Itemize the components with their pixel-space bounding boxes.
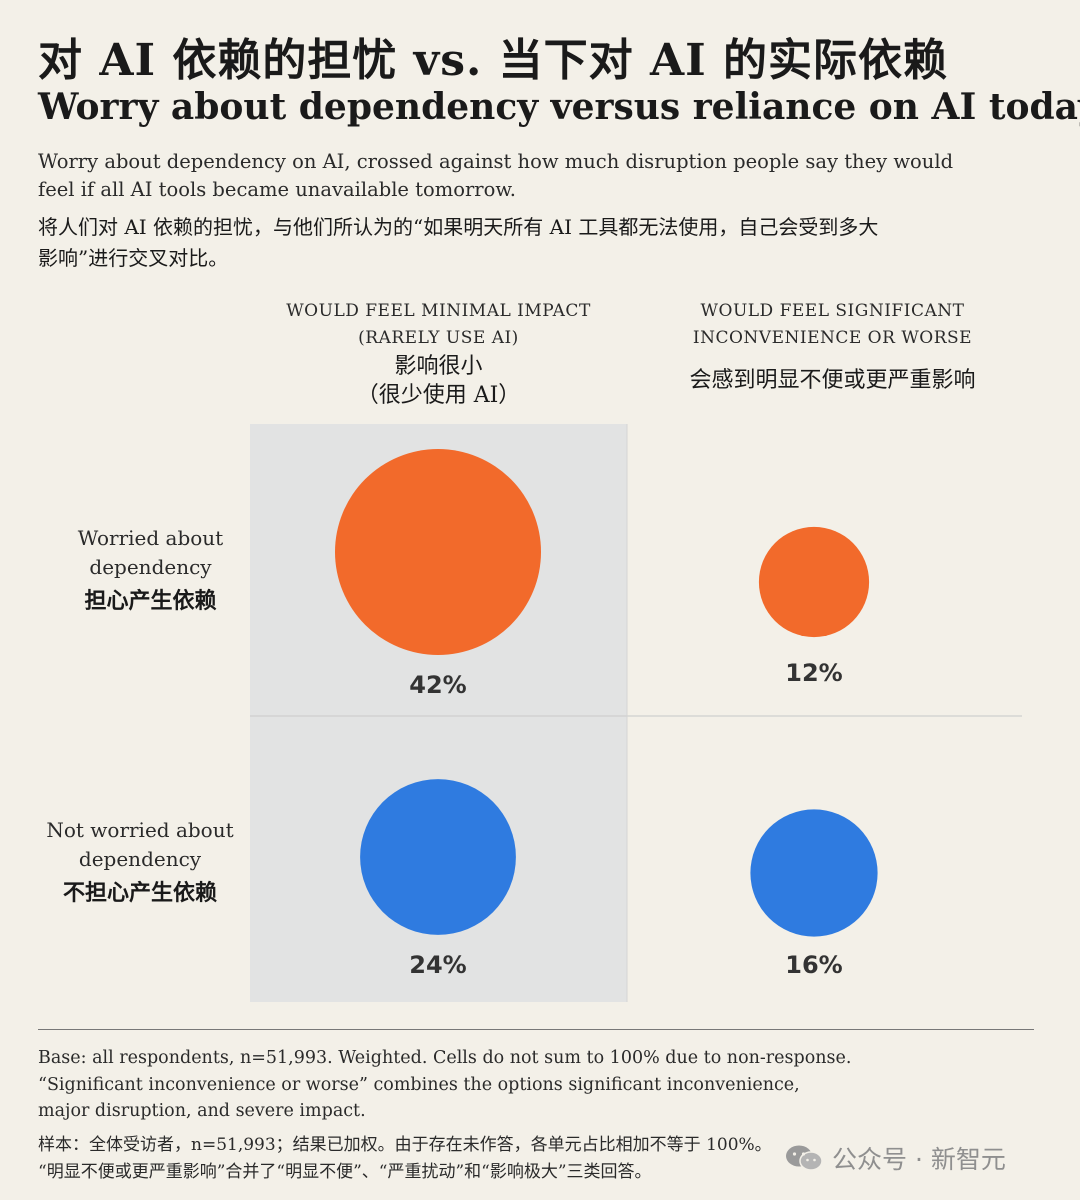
- column-header-en-line1: WOULD FEEL SIGNIFICANT: [700, 301, 965, 321]
- column-header-zh-line1: 会感到明显不便或更严重影响: [689, 368, 976, 393]
- footnote-english: Base: all respondents, n=51,993. Weighte…: [38, 1045, 1018, 1125]
- bubble-worried-significant: [758, 526, 870, 638]
- column-header-significant-impact: WOULD FEEL SIGNIFICANT INCONVENIENCE OR …: [640, 298, 1025, 395]
- row-label-en-line2: dependency: [89, 555, 212, 579]
- wechat-icon: [786, 1145, 823, 1171]
- watermark: 公众号 · 新智元: [784, 1140, 1006, 1176]
- bubble-value-label: 12%: [785, 659, 842, 687]
- footnote-en-line1: Base: all respondents, n=51,993. Weighte…: [38, 1048, 852, 1068]
- column-header-zh-line1: 影响很小: [394, 354, 483, 379]
- row-label-not-worried: Not worried about dependency 不担心产生依赖: [40, 816, 240, 908]
- watermark-text: 公众号 · 新智元: [832, 1145, 1006, 1174]
- subtitle-chinese: 将人们对 AI 依赖的担忧，与他们所认为的“如果明天所有 AI 工具都无法使用，…: [38, 215, 879, 270]
- footnote-chinese: 样本：全体受访者，n=51,993；结果已加权。由于存在未作答，各单元占比相加不…: [38, 1132, 1018, 1185]
- row-label-en-line1: Worried about: [77, 526, 224, 550]
- column-header-en-line2: (RARELY USE AI): [358, 328, 519, 348]
- column-header-en-line2: INCONVENIENCE OR WORSE: [692, 328, 973, 348]
- bubble-worried-minimal: [335, 449, 541, 655]
- row-label-zh: 担心产生依赖: [84, 588, 217, 614]
- footnote-zh-line2: “明显不便或更严重影响”合并了“明显不便”、“严重扰动”和“影响极大”三类回答。: [38, 1161, 652, 1182]
- bubble-value-label: 24%: [409, 951, 466, 979]
- footnote-en-line2: “Significant inconvenience or worse” com…: [38, 1074, 800, 1095]
- title-chinese: 对 AI 依赖的担忧 vs. 当下对 AI 的实际依赖: [38, 35, 949, 86]
- bubble-value-label: 42%: [409, 671, 466, 699]
- row-label-worried: Worried about dependency 担心产生依赖: [48, 524, 253, 616]
- subtitle-english: Worry about dependency on AI, crossed ag…: [38, 150, 954, 201]
- footnote-divider: [38, 1029, 1034, 1030]
- bubble-not-worried-minimal: [360, 779, 516, 935]
- column-header-minimal-impact: WOULD FEEL MINIMAL IMPACT (RARELY USE AI…: [250, 298, 627, 410]
- bubble-not-worried-significant: [750, 809, 878, 937]
- row-label-en-line2: dependency: [78, 847, 202, 871]
- bubble-matrix-chart: 42% 12% 24% 16%: [250, 424, 1022, 1002]
- footnote-zh-line1: 样本：全体受访者，n=51,993；结果已加权。由于存在未作答，各单元占比相加不…: [38, 1135, 772, 1155]
- footnote-en-line3: major disruption, and severe impact.: [38, 1101, 366, 1121]
- title-english: Worry about dependency versus reliance o…: [38, 86, 1080, 128]
- row-label-en-line1: Not worried about: [46, 818, 234, 842]
- bubble-value-label: 16%: [785, 951, 842, 979]
- column-header-zh-line2: （很少使用 AI）: [356, 383, 521, 408]
- column-header-en-line1: WOULD FEEL MINIMAL IMPACT: [286, 301, 591, 321]
- row-label-zh: 不担心产生依赖: [62, 880, 217, 906]
